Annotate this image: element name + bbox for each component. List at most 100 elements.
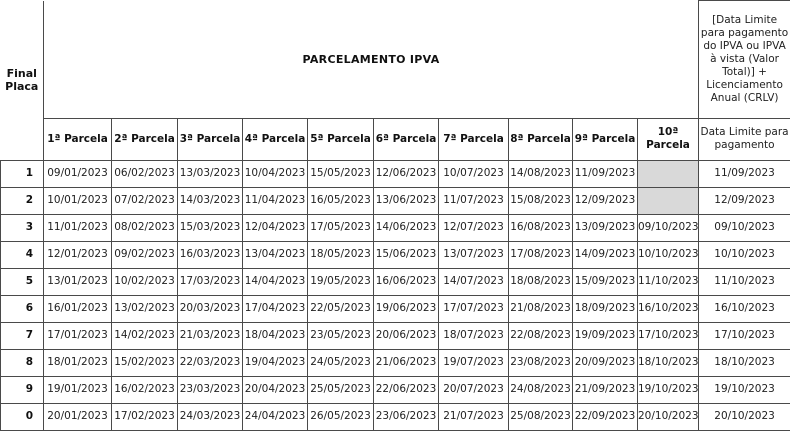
parcelamento-ipva-title: PARCELAMENTO IPVA bbox=[42, 0, 700, 119]
parcel-date-cell: 23/06/2023 bbox=[373, 402, 439, 431]
parcel-date-cell: 17/10/2023 bbox=[636, 321, 700, 350]
final-digit: 0 bbox=[0, 402, 44, 431]
parcel-date-cell: 20/10/2023 bbox=[636, 402, 700, 431]
parcel-date-cell: 15/09/2023 bbox=[572, 267, 638, 296]
deadline-date-cell: 18/10/2023 bbox=[698, 348, 790, 377]
parcel-date-cell: 19/05/2023 bbox=[307, 267, 374, 296]
parcel-date-cell: 12/06/2023 bbox=[373, 159, 439, 188]
parcel-date-cell: 22/08/2023 bbox=[508, 321, 573, 350]
parcel-date-cell: 22/09/2023 bbox=[572, 402, 638, 431]
parcel-date-cell: 08/02/2023 bbox=[111, 213, 178, 242]
parcel-date-cell: 13/04/2023 bbox=[242, 240, 308, 269]
parcel-date-cell: 19/07/2023 bbox=[438, 348, 509, 377]
deadline-date-cell: 10/10/2023 bbox=[698, 240, 790, 269]
table-row: 9 19/01/2023 16/02/2023 23/03/2023 20/04/202… bbox=[0, 375, 790, 404]
table-body: 1 09/01/2023 06/02/2023 13/03/2023 10/04/202… bbox=[0, 159, 790, 431]
parcel-header: 10ª Parcela bbox=[636, 117, 700, 161]
parcel-date-cell: 22/05/2023 bbox=[307, 294, 374, 323]
parcel-date-cell: 17/07/2023 bbox=[438, 294, 509, 323]
parcel-date-cell: 18/10/2023 bbox=[636, 348, 700, 377]
parcel-date-cell: 09/10/2023 bbox=[636, 213, 700, 242]
parcel-header: 9ª Parcela bbox=[572, 117, 638, 161]
parcel-date-cell: 20/01/2023 bbox=[43, 402, 112, 431]
parcel-date-cell: 14/09/2023 bbox=[572, 240, 638, 269]
parcel-date-cell: 19/09/2023 bbox=[572, 321, 638, 350]
parcel-date-cell: 12/01/2023 bbox=[43, 240, 112, 269]
parcel-date-cell: 13/01/2023 bbox=[43, 267, 112, 296]
final-digit: 2 bbox=[0, 186, 44, 215]
parcel-date-cell: 21/03/2023 bbox=[177, 321, 243, 350]
parcel-date-cell: 20/09/2023 bbox=[572, 348, 638, 377]
parcel-date-cell: 24/03/2023 bbox=[177, 402, 243, 431]
parcel-date-cell: 18/07/2023 bbox=[438, 321, 509, 350]
final-digit: 8 bbox=[0, 348, 44, 377]
final-digit: 4 bbox=[0, 240, 44, 269]
parcel-date-cell: 11/10/2023 bbox=[636, 267, 700, 296]
deadline-date-cell: 12/09/2023 bbox=[698, 186, 790, 215]
deadline-date-cell: 09/10/2023 bbox=[698, 213, 790, 242]
parcel-date-cell: 19/10/2023 bbox=[636, 375, 700, 404]
parcel-date-cell: 10/02/2023 bbox=[111, 267, 178, 296]
parcel-date-cell: 18/01/2023 bbox=[43, 348, 112, 377]
parcel-date-cell: 18/05/2023 bbox=[307, 240, 374, 269]
parcel-header-row: 1ª Parcela 2ª Parcela 3ª Parcela 4ª Parcela… bbox=[1, 117, 790, 161]
final-placa-header: Final Placa bbox=[0, 0, 44, 161]
parcel-date-cell: 17/01/2023 bbox=[43, 321, 112, 350]
deadline-date-cell: 17/10/2023 bbox=[698, 321, 790, 350]
parcel-date-cell: 10/04/2023 bbox=[242, 159, 308, 188]
parcel-date-cell: 12/07/2023 bbox=[438, 213, 509, 242]
parcel-date-cell: 25/05/2023 bbox=[307, 375, 374, 404]
parcel-date-cell: 17/05/2023 bbox=[307, 213, 374, 242]
parcel-header: 5ª Parcela bbox=[307, 117, 374, 161]
final-digit: 5 bbox=[0, 267, 44, 296]
parcel-date-cell: 11/01/2023 bbox=[43, 213, 112, 242]
table-row: 5 13/01/2023 10/02/2023 17/03/2023 14/04/202… bbox=[0, 267, 790, 296]
parcel-date-cell: 21/07/2023 bbox=[438, 402, 509, 431]
parcel-date-cell: 06/02/2023 bbox=[111, 159, 178, 188]
parcel-date-cell: 18/09/2023 bbox=[572, 294, 638, 323]
parcel-date-cell: 20/07/2023 bbox=[438, 375, 509, 404]
parcel-date-cell: 16/05/2023 bbox=[307, 186, 374, 215]
parcel-date-cell: 22/03/2023 bbox=[177, 348, 243, 377]
parcel-date-cell: 13/02/2023 bbox=[111, 294, 178, 323]
parcel-date-cell: 10/10/2023 bbox=[636, 240, 700, 269]
parcel-date-cell: 18/08/2023 bbox=[508, 267, 573, 296]
table-row: 3 11/01/2023 08/02/2023 15/03/2023 12/04/202… bbox=[0, 213, 790, 242]
title-row: Final Placa PARCELAMENTO IPVA [Data Limi… bbox=[0, 0, 790, 161]
parcel-date-cell: 12/04/2023 bbox=[242, 213, 308, 242]
parcel-date-cell: 19/04/2023 bbox=[242, 348, 308, 377]
parcel-header: 3ª Parcela bbox=[177, 117, 243, 161]
parcel-date-cell: 14/04/2023 bbox=[242, 267, 308, 296]
parcel-date-cell: 24/04/2023 bbox=[242, 402, 308, 431]
parcel-date-cell: 10/07/2023 bbox=[438, 159, 509, 188]
parcel-date-cell: 09/02/2023 bbox=[111, 240, 178, 269]
parcel-header: 7ª Parcela bbox=[438, 117, 509, 161]
parcel-date-cell: 13/07/2023 bbox=[438, 240, 509, 269]
parcel-date-cell: 14/07/2023 bbox=[438, 267, 509, 296]
deadline-date-cell: 19/10/2023 bbox=[698, 375, 790, 404]
parcel-date-cell: 15/05/2023 bbox=[307, 159, 374, 188]
parcel-date-cell: 23/03/2023 bbox=[177, 375, 243, 404]
deadline-date-cell: 20/10/2023 bbox=[698, 402, 790, 431]
parcel-date-cell: 07/02/2023 bbox=[111, 186, 178, 215]
parcel-date-cell: 24/08/2023 bbox=[508, 375, 573, 404]
parcel-date-cell: 15/08/2023 bbox=[508, 186, 573, 215]
parcel-date-cell: 16/10/2023 bbox=[636, 294, 700, 323]
parcel-date-cell: 17/02/2023 bbox=[111, 402, 178, 431]
parcel-date-cell: 17/03/2023 bbox=[177, 267, 243, 296]
parcel-date-cell: 11/09/2023 bbox=[572, 159, 638, 188]
parcel-date-cell: 11/07/2023 bbox=[438, 186, 509, 215]
parcel-date-cell: 09/01/2023 bbox=[43, 159, 112, 188]
table-row: 0 20/01/2023 17/02/2023 24/03/2023 24/04/202… bbox=[0, 402, 790, 431]
empty-parcel-cell bbox=[636, 159, 700, 188]
deadline-date-cell: 16/10/2023 bbox=[698, 294, 790, 323]
empty-parcel-cell bbox=[636, 186, 700, 215]
parcel-date-cell: 19/06/2023 bbox=[373, 294, 439, 323]
parcel-date-cell: 15/03/2023 bbox=[177, 213, 243, 242]
parcel-header: 6ª Parcela bbox=[373, 117, 439, 161]
parcel-date-cell: 23/08/2023 bbox=[508, 348, 573, 377]
parcel-date-cell: 16/08/2023 bbox=[508, 213, 573, 242]
parcel-date-cell: 16/02/2023 bbox=[111, 375, 178, 404]
deadline-date-cell: 11/10/2023 bbox=[698, 267, 790, 296]
